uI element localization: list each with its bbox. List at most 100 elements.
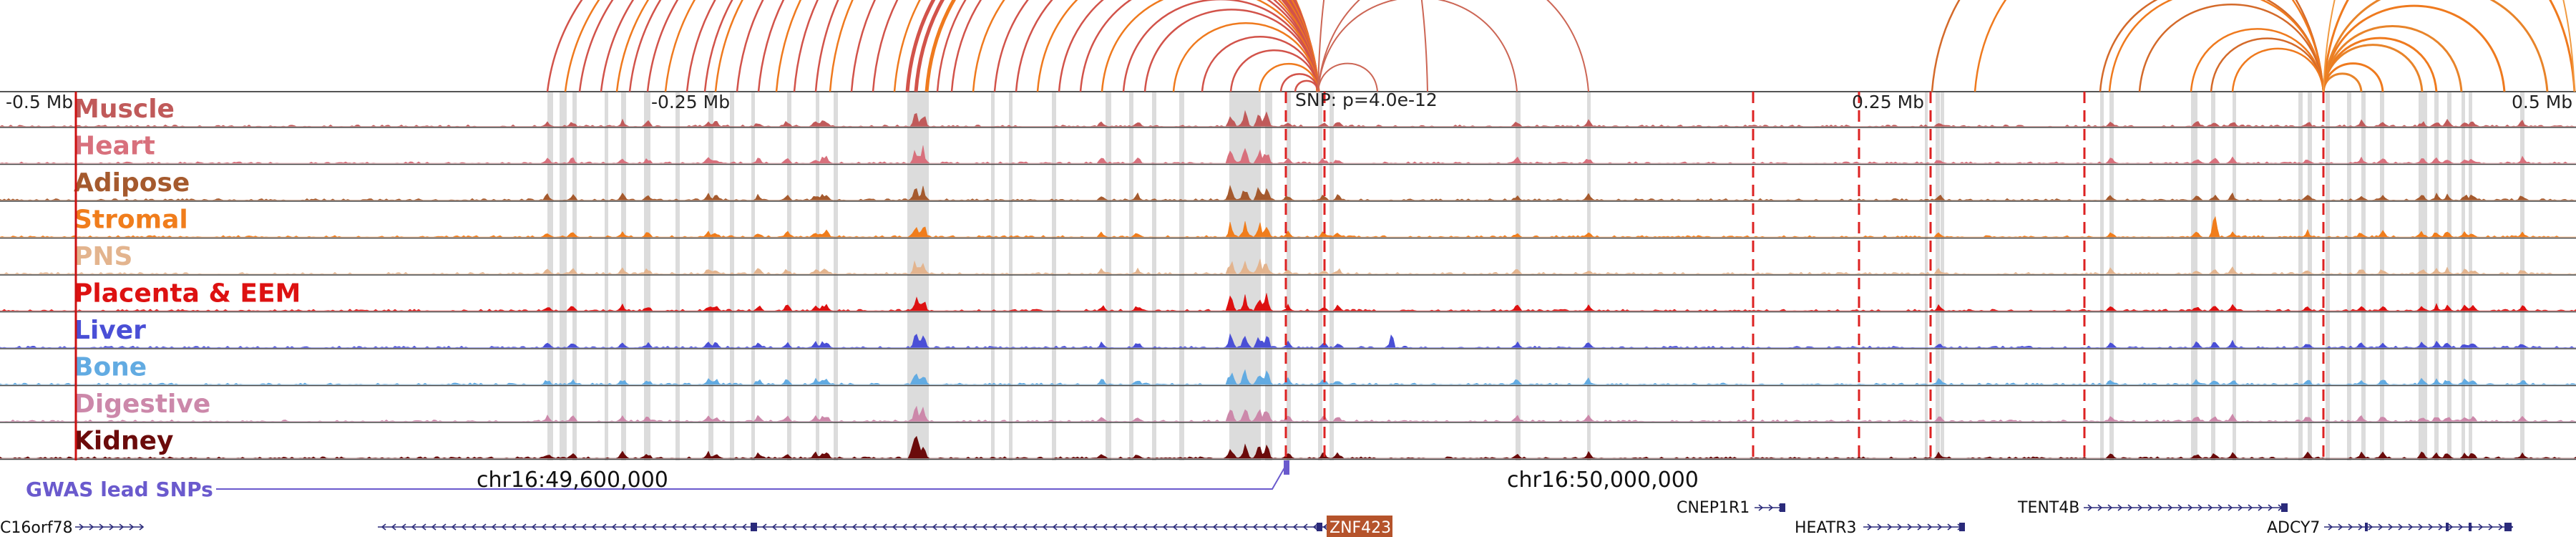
axis-left-mid-label: -0.25 Mb: [651, 92, 730, 112]
peak-highlight-band: [547, 92, 553, 460]
loop-arc: [1079, 0, 1319, 92]
gene-strand-chevrons: [381, 523, 1328, 531]
gene-exon: [751, 523, 757, 531]
peak-highlight-band: [816, 92, 819, 460]
track-signal: [0, 293, 2576, 311]
peak-highlight-band: [730, 92, 734, 460]
gene-label: ADCY7: [2267, 519, 2320, 537]
loop-arc: [972, 0, 1319, 92]
loop-arc: [1122, 0, 1319, 92]
track-label: Liver: [74, 316, 146, 345]
track-signal: [0, 405, 2576, 422]
loop-arc: [2322, 0, 2576, 92]
gene-label: ZNF423: [1330, 519, 1391, 537]
track-label: Digestive: [74, 390, 210, 419]
track-label: Kidney: [74, 427, 174, 456]
gene-exon: [2469, 523, 2472, 531]
peak-highlight-band: [2469, 92, 2472, 460]
peak-highlight-band: [1129, 92, 1133, 460]
loop-arc: [1101, 0, 1319, 92]
track-signal: [0, 258, 2576, 274]
loop-arc: [793, 0, 1319, 92]
track-signal: [0, 369, 2576, 385]
peak-highlight-band: [1936, 92, 1940, 460]
loop-arc: [2231, 47, 2325, 92]
peak-highlight-band: [2109, 92, 2114, 460]
peak-highlight-band: [2308, 92, 2312, 460]
loop-arc: [1317, 62, 1378, 92]
track-liver: Liver: [0, 316, 2576, 349]
coordinate-left: chr16:49,600,000: [477, 468, 668, 493]
peak-highlight-band: [1009, 92, 1013, 460]
gene-label-highlight: [1327, 516, 1392, 537]
peak-highlight-band: [2211, 92, 2215, 460]
loop-arc: [1931, 0, 2325, 92]
track-label: PNS: [74, 242, 132, 271]
gene-strand-chevrons: [2328, 523, 2514, 531]
loop-arc: [829, 0, 1319, 92]
loop-arc: [736, 0, 1319, 92]
track-signal: [0, 185, 2576, 200]
track-signal: [0, 110, 2576, 127]
loop-arc: [1258, 62, 1319, 92]
gwas-track: GWAS lead SNPs: [26, 460, 1289, 501]
track-adipose: Adipose: [0, 168, 2576, 202]
chromatin-loops: [546, 0, 2576, 92]
gene-label: TENT4B: [2017, 499, 2079, 517]
peak-highlight-band: [2380, 92, 2384, 460]
gene-strand-chevrons: [2087, 504, 2283, 511]
track-label: Stromal: [74, 205, 188, 235]
gene-label: C16orf78: [0, 519, 73, 537]
axis-right-label: 0.5 Mb: [2512, 92, 2572, 112]
peak-highlight-band: [787, 92, 791, 460]
peak-highlight-band: [1287, 92, 1291, 460]
gwas-label: GWAS lead SNPs: [26, 478, 213, 501]
peak-highlight-band: [675, 92, 680, 460]
track-signal: [0, 333, 2576, 348]
gene-exon: [2504, 523, 2512, 531]
gene-label: CNEP1R1: [1677, 499, 1750, 517]
loop-arc: [2322, 37, 2438, 92]
peak-highlight-band: [572, 92, 577, 460]
gene-exon: [2281, 503, 2288, 512]
axis-labels: -0.5 Mb -0.25 Mb 0.25 Mb 0.5 Mb SNP: p=4.0e-…: [6, 90, 2572, 112]
gene-exon: [2365, 523, 2368, 531]
peak-highlight-band: [621, 92, 626, 460]
loop-arc: [1172, 22, 1319, 92]
loop-arc: [1036, 0, 1319, 92]
gwas-snp-marker[interactable]: [1284, 460, 1289, 475]
gene-exon: [1317, 523, 1322, 531]
axis-left-label: -0.5 Mb: [6, 92, 73, 112]
peak-highlight-band: [1516, 92, 1521, 460]
track-stromal: Stromal: [0, 205, 2576, 239]
peak-highlight-band: [1052, 92, 1056, 460]
gene-label: HEATR3: [1795, 519, 1857, 537]
coordinate-right: chr16:50,000,000: [1507, 468, 1699, 493]
loop-arc: [664, 0, 1319, 92]
loop-arc: [686, 0, 1319, 92]
loop-arc: [850, 0, 1319, 92]
loop-arc: [578, 0, 1319, 92]
peak-highlight-band: [1179, 92, 1184, 460]
peak-highlight-band: [2462, 92, 2465, 460]
axis-right-mid-label: 0.25 Mb: [1852, 92, 1924, 112]
loop-arc: [1974, 0, 2325, 92]
loop-arc: [1201, 36, 1319, 92]
peak-highlight-band: [2361, 92, 2366, 460]
loop-arc: [2322, 62, 2384, 92]
track-bone: Bone: [0, 353, 2576, 387]
peak-highlight-band: [1941, 92, 1944, 460]
peak-highlight-band: [751, 92, 755, 460]
loop-arc: [615, 0, 1319, 92]
peak-highlight-band: [1587, 92, 1591, 460]
peak-highlight-band: [1229, 92, 1261, 460]
track-label: Placenta & EEM: [74, 279, 301, 309]
loop-arc: [2322, 25, 2463, 92]
loop-arc: [1143, 9, 1319, 92]
track-label: Heart: [74, 132, 155, 161]
loop-arc: [2190, 28, 2325, 92]
loop-arc: [2210, 37, 2325, 92]
gene-exon: [2446, 523, 2449, 531]
